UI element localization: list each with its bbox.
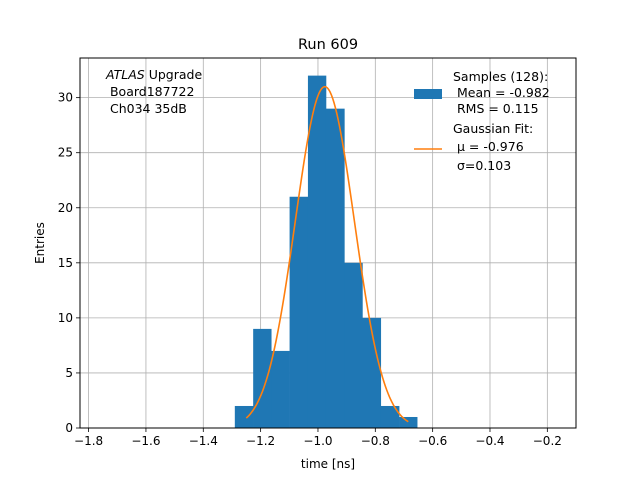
- y-tick-label-1: 5: [65, 366, 73, 380]
- legend-fit-title: Gaussian Fit:: [453, 121, 533, 136]
- y-axis-ticks: 0 5 10 15 20 25 30: [58, 91, 80, 435]
- y-tick-label-2: 10: [58, 311, 73, 325]
- annotation-line-1: ATLAS Upgrade: [105, 67, 202, 82]
- legend-samples-swatch: [414, 89, 442, 99]
- y-tick-label-6: 30: [58, 91, 73, 105]
- legend-fit-sigma: σ=0.103: [453, 158, 511, 173]
- x-tick-label-8: −0.2: [533, 434, 562, 448]
- x-axis-label: time [ns]: [301, 457, 355, 471]
- y-tick-label-4: 20: [58, 201, 73, 215]
- legend-samples-rms: RMS = 0.115: [453, 101, 539, 116]
- x-axis-ticks: −1.8 −1.6 −1.4 −1.2 −1.0 −0.8 −0.6 −0.4 −0.2: [74, 428, 562, 448]
- y-tick-label-3: 15: [58, 256, 73, 270]
- legend-samples-mean: Mean = -0.982: [453, 85, 550, 100]
- x-tick-label-4: −1.0: [303, 434, 332, 448]
- y-tick-label-5: 25: [58, 146, 73, 160]
- y-tick-label-0: 0: [65, 421, 73, 435]
- chart-title: Run 609: [298, 37, 358, 53]
- histogram-bar-8: [380, 405, 400, 428]
- histogram-bar-0: [234, 405, 254, 428]
- x-tick-label-6: −0.6: [418, 434, 447, 448]
- legend-fit-mu: μ = -0.976: [453, 139, 524, 154]
- x-tick-label-1: −1.6: [131, 434, 160, 448]
- histogram-bar-2: [271, 350, 290, 428]
- annotation-channel: Ch034 35dB: [106, 101, 187, 116]
- x-tick-label-7: −0.4: [475, 434, 504, 448]
- histogram-bar-4: [307, 75, 327, 428]
- legend: Samples (128): Mean = -0.982 RMS = 0.115…: [414, 69, 550, 173]
- plot-frame: [79, 57, 577, 429]
- atlas-annotation: ATLAS Upgrade Board187722 Ch034 35dB: [105, 67, 202, 116]
- x-tick-label-2: −1.4: [189, 434, 218, 448]
- x-tick-label-0: −1.8: [74, 434, 103, 448]
- y-axis-label: Entries: [33, 222, 47, 264]
- gaussian-fit-line: [245, 85, 409, 423]
- annotation-atlas: ATLAS: [105, 67, 145, 82]
- annotation-upgrade: Upgrade: [145, 67, 203, 82]
- histogram-bar-7: [362, 317, 382, 428]
- x-tick-label-5: −0.8: [361, 434, 390, 448]
- annotation-board: Board187722: [106, 84, 194, 99]
- histogram-bar-3: [289, 196, 309, 428]
- gaussian-fit-curve: [245, 85, 409, 423]
- histogram-bar-1: [253, 328, 272, 428]
- histogram-bar-6: [344, 262, 363, 428]
- legend-samples-title: Samples (128):: [453, 69, 548, 84]
- x-tick-label-3: −1.2: [246, 434, 275, 448]
- histogram-bars: [234, 75, 418, 429]
- histogram-bar-5: [325, 108, 345, 429]
- histogram-bar-9: [399, 416, 418, 428]
